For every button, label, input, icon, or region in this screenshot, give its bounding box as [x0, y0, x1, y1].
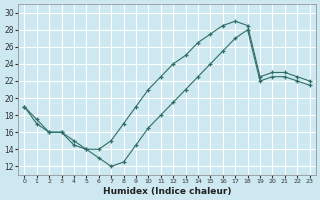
- X-axis label: Humidex (Indice chaleur): Humidex (Indice chaleur): [103, 187, 231, 196]
